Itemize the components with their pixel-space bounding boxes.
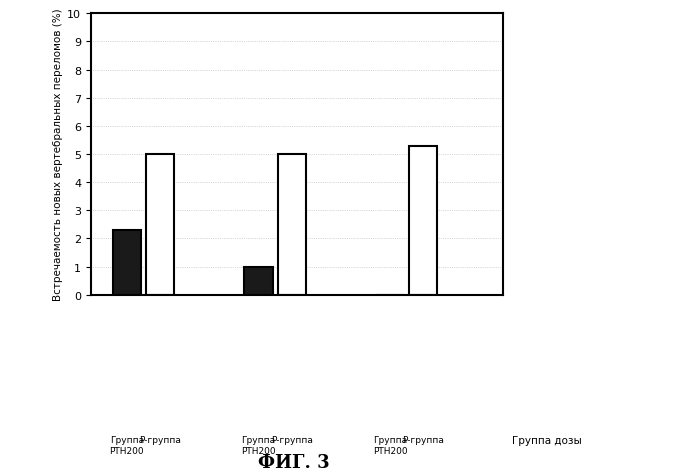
Bar — [146, 155, 174, 295]
Bar — [113, 230, 141, 295]
Text: Группа
PTH200: Группа PTH200 — [373, 436, 408, 455]
Text: P-группа: P-группа — [403, 436, 445, 445]
Bar — [410, 146, 438, 295]
Text: Группа дозы: Группа дозы — [512, 436, 582, 446]
Text: P-группа: P-группа — [271, 436, 312, 445]
Text: P-группа: P-группа — [139, 436, 181, 445]
Bar — [278, 155, 306, 295]
Text: Группа
PTH200: Группа PTH200 — [110, 436, 144, 455]
Text: Группа
PTH200: Группа PTH200 — [241, 436, 276, 455]
Bar — [245, 267, 273, 295]
Text: ФИГ. 3: ФИГ. 3 — [258, 453, 329, 471]
Y-axis label: Встречаемость новых вертебральных переломов (%): Встречаемость новых вертебральных перело… — [53, 9, 63, 301]
